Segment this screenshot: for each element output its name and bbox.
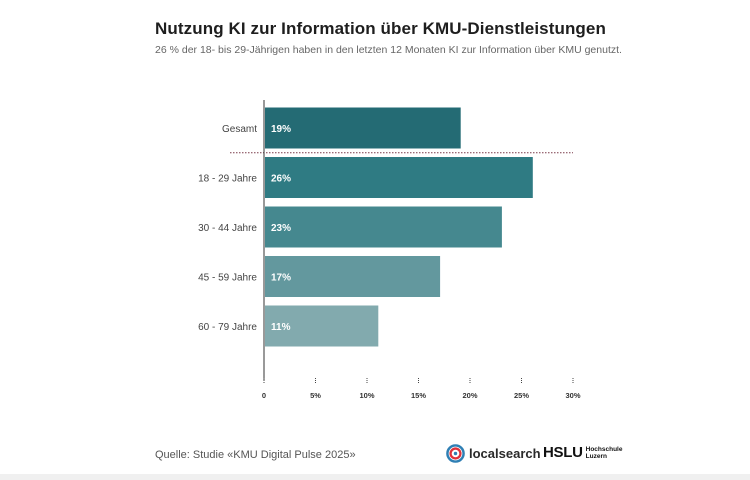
category-label: 18 - 29 Jahre: [198, 174, 257, 185]
x-tick-label: 25%: [514, 391, 529, 400]
data-label: 11%: [271, 322, 291, 333]
chart-title: Nutzung KI zur Information über KMU-Dien…: [155, 19, 606, 38]
x-tick-label: 5%: [310, 391, 321, 400]
hslu-subtitle: Hochschule Luzern: [585, 445, 623, 460]
category-label: 30 - 44 Jahre: [198, 223, 257, 234]
bar-4: [265, 305, 379, 347]
localsearch-mark-icon: [446, 444, 465, 463]
x-tick-label: 30%: [565, 391, 580, 400]
bottom-strip: [0, 474, 750, 480]
category-label: 45 - 59 Jahre: [198, 273, 257, 284]
x-tick-label: 0: [262, 391, 266, 400]
bar-1: [265, 157, 533, 198]
hslu-logo: HSLU Hochschule Luzern: [543, 444, 622, 461]
bar-2: [265, 206, 502, 248]
localsearch-logo: localsearch: [446, 444, 541, 463]
bar-0: [265, 107, 461, 149]
category-label: Gesamt: [222, 124, 257, 135]
x-tick-label: 15%: [411, 391, 426, 400]
category-label: 60 - 79 Jahre: [198, 322, 257, 333]
x-tick-label: 10%: [359, 391, 374, 400]
x-tick-label: 20%: [462, 391, 477, 400]
hslu-wordmark: HSLU: [543, 444, 583, 461]
data-label: 26%: [271, 174, 291, 185]
data-label: 23%: [271, 223, 291, 234]
source-note: Quelle: Studie «KMU Digital Pulse 2025»: [155, 449, 356, 461]
bar-3: [265, 256, 441, 297]
localsearch-wordmark: localsearch: [469, 446, 541, 461]
data-label: 17%: [271, 273, 291, 284]
data-label: 19%: [271, 124, 291, 135]
chart-subtitle: 26 % der 18- bis 29-Jährigen haben in de…: [155, 44, 622, 56]
